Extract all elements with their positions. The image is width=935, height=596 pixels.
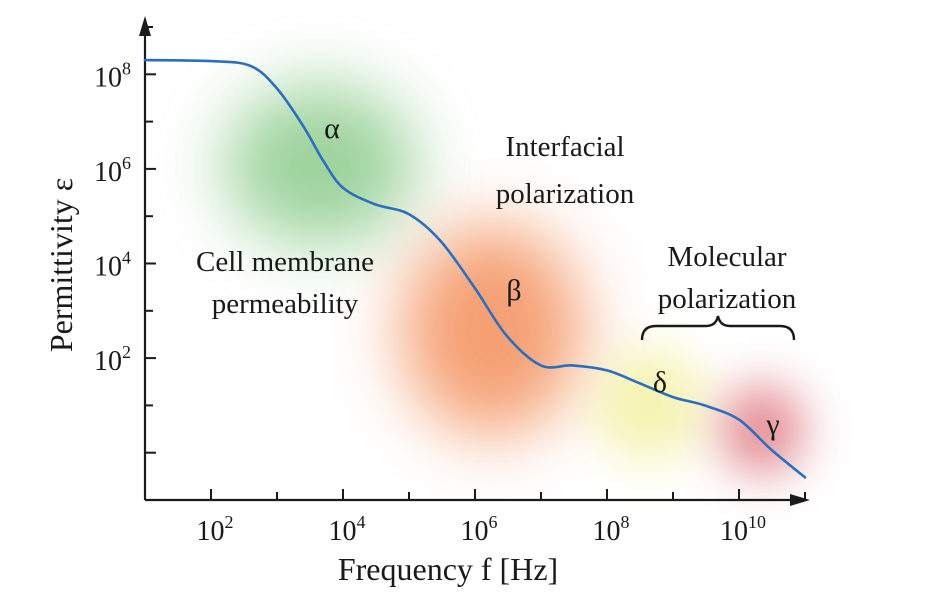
beta-label: β: [506, 274, 521, 307]
permittivity-series-line: [143, 58, 807, 479]
x-tick-label: 106: [461, 512, 498, 547]
interfacial-label-line2: polarization: [496, 178, 635, 210]
y-tick-label: 106: [94, 153, 131, 188]
interfacial-label-line1: Interfacial: [505, 131, 624, 163]
axis-ticks: [145, 26, 806, 500]
x-tick-label: 104: [329, 512, 366, 547]
alpha-region-glow: [225, 85, 415, 245]
annotations: α β δ γ Cell membrane permeability Inter…: [196, 112, 797, 441]
gamma-label: γ: [765, 408, 779, 441]
y-tick-label: 102: [94, 342, 131, 377]
x-axis-arrow: [790, 494, 810, 506]
x-tick-label: 102: [197, 512, 234, 547]
x-tick-label: 1010: [720, 512, 766, 547]
cell-membrane-label-line2: permeability: [212, 288, 359, 320]
delta-region-glow: [595, 350, 705, 460]
axes: [139, 16, 810, 506]
alpha-label: α: [324, 112, 340, 145]
y-tick-label: 108: [94, 58, 131, 93]
molecular-label-line2: polarization: [658, 283, 797, 315]
beta-region-glow: [402, 225, 582, 435]
gamma-region-glow: [720, 385, 804, 475]
background-regions: [225, 85, 804, 475]
x-tick-label: 108: [593, 512, 630, 547]
y-tick-label: 104: [94, 248, 131, 283]
molecular-label-line1: Molecular: [667, 241, 787, 273]
delta-label: δ: [653, 366, 667, 399]
axis-tick-labels: 102 104 106 108 1010 108 106 104 102: [94, 58, 766, 547]
molecular-brace: [640, 315, 796, 341]
cell-membrane-label-line1: Cell membrane: [196, 246, 374, 278]
y-axis-title: Permittivity ε: [43, 178, 79, 352]
x-axis-title: Frequency f [Hz]: [338, 551, 558, 587]
